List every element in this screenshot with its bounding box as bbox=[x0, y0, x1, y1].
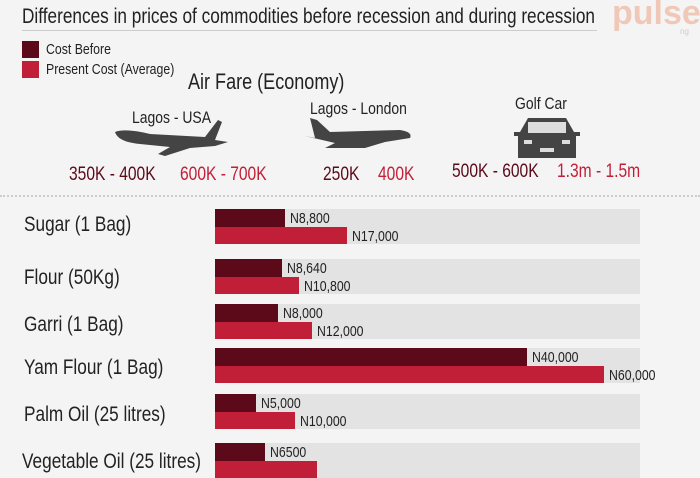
bar-present bbox=[215, 461, 317, 478]
london-before-price: 250K bbox=[323, 164, 360, 185]
pulse-logo: pulse bbox=[612, 0, 700, 32]
bar-present bbox=[215, 366, 604, 383]
bar-before bbox=[215, 209, 285, 227]
bar-before bbox=[215, 348, 527, 366]
bar-value-label: N10,000 bbox=[300, 413, 347, 430]
bar-present bbox=[215, 227, 347, 244]
section-divider bbox=[0, 195, 700, 197]
usa-present-price: 600K - 700K bbox=[180, 164, 267, 185]
chart-title: Differences in prices of commodities bef… bbox=[22, 5, 596, 28]
category-label: Sugar (1 Bag) bbox=[24, 213, 132, 236]
bar-value-label: N10,800 bbox=[304, 278, 351, 295]
car-present-price: 1.3m - 1.5m bbox=[557, 161, 641, 182]
bar-value-label: N60,000 bbox=[609, 367, 656, 384]
category-label: Garri (1 Bag) bbox=[24, 313, 124, 336]
london-present-price: 400K bbox=[378, 164, 415, 185]
car-before-price: 500K - 600K bbox=[452, 161, 539, 182]
title-underline bbox=[22, 30, 597, 31]
category-label: Flour (50Kg) bbox=[24, 266, 120, 289]
bar-value-label: N17,000 bbox=[352, 228, 399, 245]
usa-before-price: 350K - 400K bbox=[69, 164, 156, 185]
bar-present bbox=[215, 412, 295, 429]
bar-value-label: N5,000 bbox=[261, 395, 301, 412]
bar-value-label: N40,000 bbox=[532, 349, 579, 366]
golf-car-label: Golf Car bbox=[515, 94, 567, 113]
route-label-usa: Lagos - USA bbox=[132, 108, 212, 127]
legend-label-before: Cost Before bbox=[46, 41, 111, 58]
legend-swatch-before bbox=[22, 41, 39, 58]
bar-before bbox=[215, 394, 256, 412]
bar-value-label: N8,800 bbox=[290, 210, 330, 227]
bar-before bbox=[215, 443, 265, 461]
pulse-logo-sub: ng bbox=[680, 27, 689, 36]
airplane-icon bbox=[115, 120, 228, 156]
bar-value-label: N8,640 bbox=[287, 260, 327, 277]
route-label-london: Lagos - London bbox=[310, 99, 407, 118]
airfare-title: Air Fare (Economy) bbox=[188, 69, 345, 94]
bar-before bbox=[215, 304, 278, 322]
bar-before bbox=[215, 259, 282, 277]
bar-present bbox=[215, 277, 299, 294]
legend-swatch-present bbox=[22, 61, 39, 78]
bar-value-label: N12,000 bbox=[317, 323, 364, 340]
category-label: Yam Flour (1 Bag) bbox=[24, 356, 164, 379]
car-icon bbox=[514, 118, 580, 158]
legend-label-present: Present Cost (Average) bbox=[46, 61, 175, 78]
bar-value-label: N8,000 bbox=[283, 305, 323, 322]
category-label: Vegetable Oil (25 litres) bbox=[22, 450, 201, 473]
category-label: Palm Oil (25 litres) bbox=[24, 403, 166, 426]
bar-present bbox=[215, 322, 312, 339]
airplane-icon bbox=[305, 118, 411, 148]
bar-value-label: N6500 bbox=[270, 444, 307, 461]
